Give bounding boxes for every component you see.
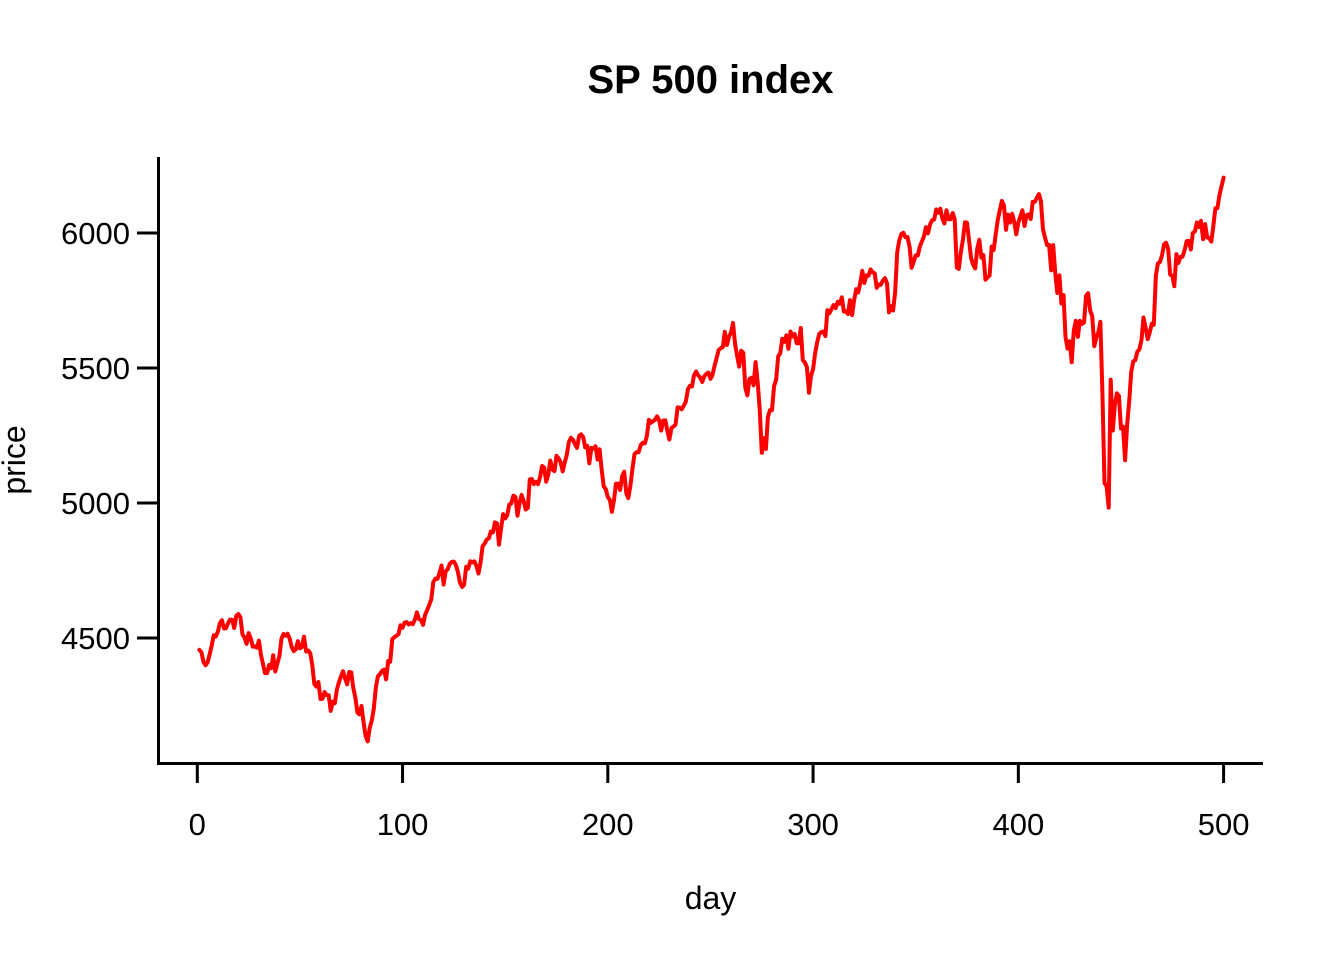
- price-series-line: [197, 175, 1226, 744]
- y-tick-label: 4500: [61, 621, 130, 656]
- x-tick-label: 500: [1198, 807, 1250, 842]
- y-tick-label: 6000: [61, 216, 130, 251]
- chart-title: SP 500 index: [587, 58, 833, 102]
- x-axis-ticks: 0 100 200 300 400 500: [189, 763, 1250, 842]
- x-axis-label: day: [685, 880, 737, 916]
- y-axis-ticks: 4500 5000 5500 6000: [61, 216, 158, 656]
- x-tick-label: 400: [992, 807, 1044, 842]
- y-tick-label: 5000: [61, 486, 130, 521]
- x-tick-label: 100: [377, 807, 429, 842]
- x-tick-label: 300: [787, 807, 839, 842]
- axis-lines: [157, 157, 1263, 765]
- x-tick-label: 0: [189, 807, 206, 842]
- y-axis-label: price: [0, 425, 32, 494]
- y-tick-label: 5500: [61, 351, 130, 386]
- x-tick-label: 200: [582, 807, 634, 842]
